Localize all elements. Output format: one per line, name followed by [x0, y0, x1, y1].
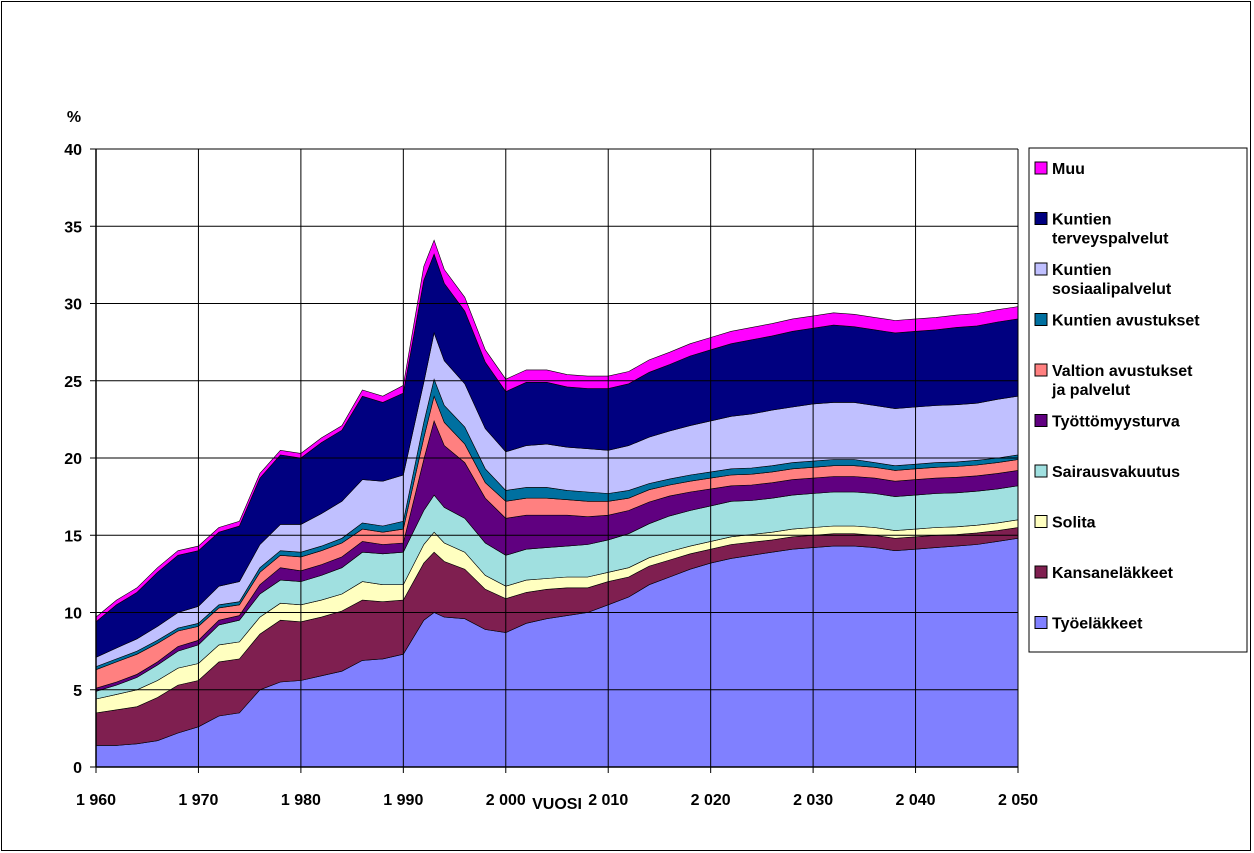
legend-item-solita: Solita	[1034, 515, 1096, 532]
grid-lines	[95, 148, 1019, 768]
legend-label: Muu	[1052, 161, 1085, 178]
legend-item-muu: Muu	[1034, 161, 1085, 178]
legend-label: Työeläkkeet	[1052, 616, 1143, 633]
legend: Muu Kuntien terveyspalvelut Kuntien sosiaali…	[1028, 147, 1248, 653]
legend-label: Kuntien avustukset	[1052, 313, 1200, 330]
legend-swatch	[1034, 616, 1048, 629]
x-tick-label: 2 010	[588, 792, 628, 809]
legend-label: terveyspalvelut	[1052, 231, 1169, 248]
legend-label: Solita	[1052, 515, 1096, 532]
legend-label: Kuntien	[1052, 262, 1112, 279]
legend-swatch	[1034, 313, 1048, 326]
legend-item-kuntien-avustukset: Kuntien avustukset	[1034, 313, 1200, 330]
legend-label: ja palvelut	[1051, 382, 1131, 399]
x-tick-label: 2 030	[793, 792, 833, 809]
legend-box	[1028, 147, 1248, 653]
legend-item-kuntien-sosiaalipalvelut: Kuntien sosiaalipalvelut	[1034, 262, 1172, 298]
legend-swatch	[1034, 515, 1048, 528]
legend-swatch	[1034, 262, 1048, 276]
y-tick-label: 15	[64, 528, 82, 545]
x-tick-label: 2 050	[998, 792, 1038, 809]
x-tick-label: 1 960	[76, 792, 116, 809]
x-tick-label: 1 980	[281, 792, 321, 809]
legend-item-tyoelakkeet: Työeläkkeet	[1034, 616, 1143, 633]
legend-label: Valtion avustukset	[1052, 363, 1193, 380]
legend-item-kansanelakkeet: Kansaneläkkeet	[1034, 565, 1174, 582]
legend-swatch	[1034, 565, 1048, 579]
y-tick-label: 30	[64, 297, 82, 314]
legend-swatch	[1034, 212, 1048, 225]
axes: 0 5 10 15 20 25 30 35 40 1 960 1 970 1 980 1 990 2 00…	[64, 142, 1038, 809]
legend-label: Kansaneläkkeet	[1052, 565, 1174, 582]
legend-swatch	[1034, 414, 1048, 427]
y-tick-label: 40	[64, 142, 82, 159]
x-tick-label: 2 020	[691, 792, 731, 809]
y-tick-label: 5	[73, 683, 82, 700]
legend-label: Sairausvakuutus	[1052, 464, 1180, 481]
legend-swatch	[1034, 464, 1048, 478]
x-axis-label: VUOSI	[532, 796, 582, 813]
x-tick-label: 2 000	[486, 792, 526, 809]
y-tick-label: 0	[73, 760, 82, 777]
legend-label: Kuntien	[1052, 212, 1112, 229]
y-tick-label: 10	[64, 606, 82, 623]
legend-label: sosiaalipalvelut	[1052, 281, 1172, 298]
x-tick-label: 1 970	[178, 792, 218, 809]
legend-swatch	[1034, 363, 1048, 377]
y-axis-label: %	[67, 109, 81, 126]
x-tick-label: 2 040	[896, 792, 936, 809]
legend-item-kuntien-terveyspalvelut: Kuntien terveyspalvelut	[1034, 212, 1169, 248]
legend-item-tyottomyysturva: Työttömyysturva	[1034, 414, 1180, 431]
legend-label: Työttömyysturva	[1052, 414, 1180, 431]
y-tick-label: 25	[64, 374, 82, 391]
area-layers	[95, 239, 1019, 768]
y-tick-label: 35	[64, 219, 82, 236]
legend-item-valtion-avustukset-ja-palvelut: Valtion avustukset ja palvelut	[1034, 363, 1193, 399]
legend-item-sairausvakuutus: Sairausvakuutus	[1034, 464, 1180, 481]
y-tick-label: 20	[64, 451, 82, 468]
x-tick-label: 1 990	[383, 792, 423, 809]
legend-swatch	[1034, 161, 1048, 175]
